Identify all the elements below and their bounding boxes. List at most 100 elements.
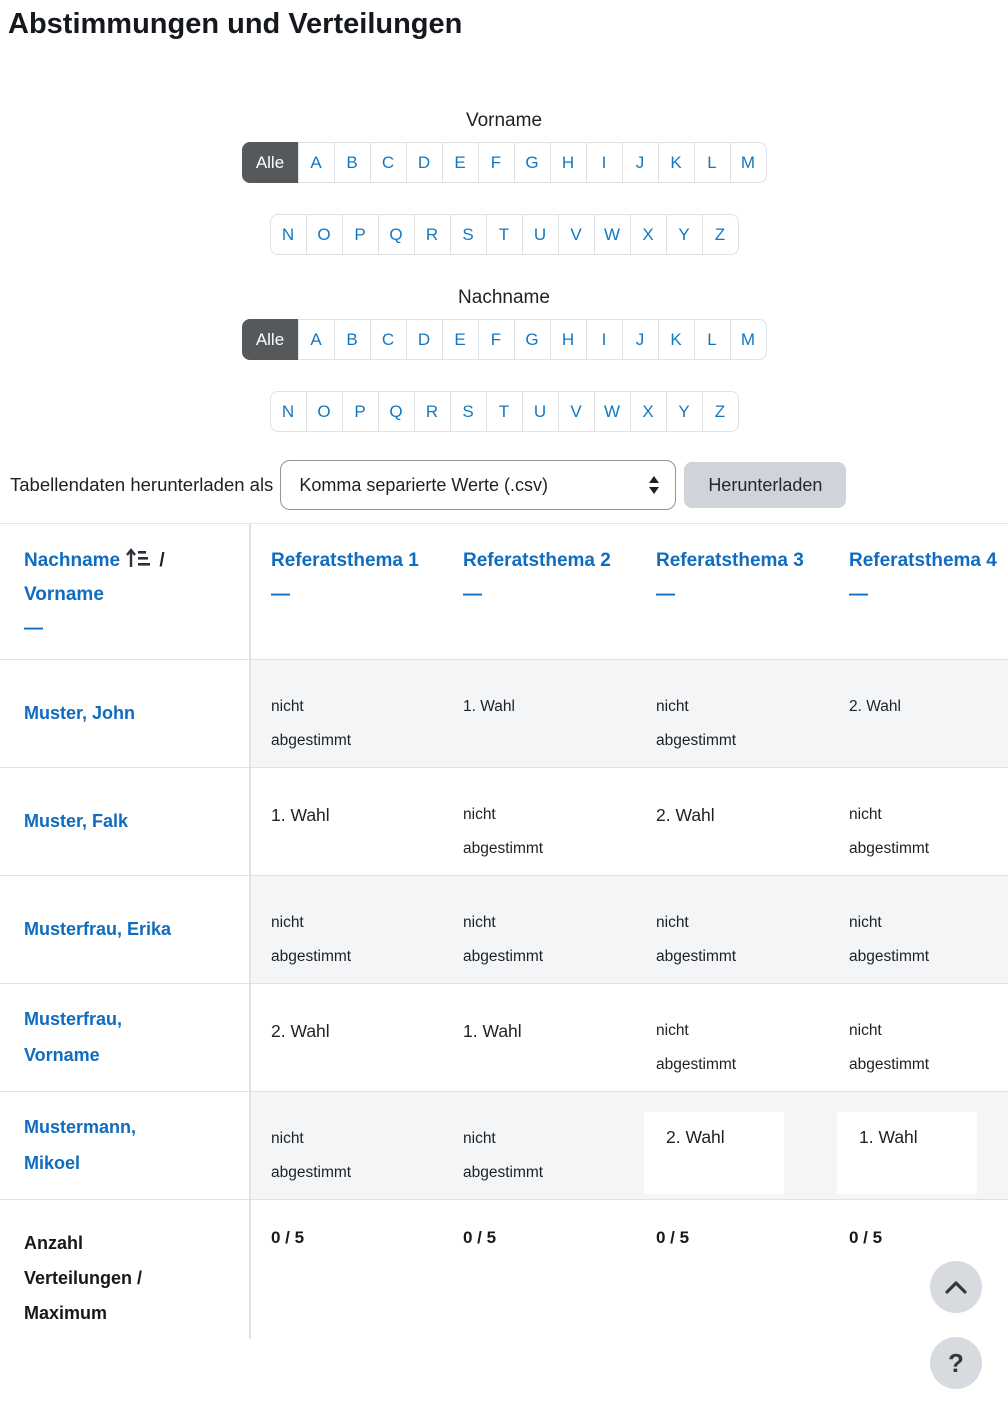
- firstname-filter-letter-z[interactable]: Z: [701, 214, 739, 255]
- firstname-filter-letter-w[interactable]: W: [593, 214, 631, 255]
- firstname-filter-letter-s[interactable]: S: [449, 214, 487, 255]
- table-row: Muster, Falk 1. Wahl nicht abgestimmt 2. Wa…: [0, 766, 1008, 875]
- firstname-filter-letter-g[interactable]: G: [513, 142, 551, 183]
- sort-by-lastname-link[interactable]: Nachname: [24, 550, 121, 571]
- firstname-filter-letter-y[interactable]: Y: [665, 214, 703, 255]
- firstname-filter-letter-n[interactable]: N: [269, 214, 307, 255]
- firstname-filter-letter-t[interactable]: T: [485, 214, 523, 255]
- lastname-filter-letter-a[interactable]: A: [297, 319, 335, 360]
- hide-column-control[interactable]: —: [656, 584, 675, 605]
- lastname-filter-all[interactable]: Alle: [241, 319, 299, 360]
- hide-column-control[interactable]: —: [271, 584, 290, 605]
- student-profile-link[interactable]: Musterfrau, Vorname: [24, 1009, 123, 1065]
- rating-value: 1. Wahl: [463, 697, 515, 715]
- lastname-filter-letter-y[interactable]: Y: [665, 391, 703, 432]
- rating-cell: 1. Wahl: [443, 658, 636, 767]
- lastname-filter-letter-c[interactable]: C: [369, 319, 407, 360]
- lastname-filter-letter-x[interactable]: X: [629, 391, 667, 432]
- lastname-filter-letter-k[interactable]: K: [657, 319, 695, 360]
- student-name-cell: Musterfrau, Vorname: [0, 982, 251, 1091]
- hide-column-control[interactable]: —: [463, 584, 482, 605]
- lastname-filter-letter-o[interactable]: O: [305, 391, 343, 432]
- student-profile-link[interactable]: Muster, John: [24, 703, 136, 723]
- firstname-filter-letter-m[interactable]: M: [729, 142, 767, 183]
- rating-cell: 1. Wahl: [250, 766, 443, 875]
- totals-label-cell: Anzahl Verteilungen / Maximum: [0, 1198, 251, 1339]
- lastname-filter-letter-j[interactable]: J: [621, 319, 659, 360]
- rating-cell: 2. Wahl: [829, 658, 1008, 767]
- lastname-filter-letter-t[interactable]: T: [485, 391, 523, 432]
- rating-value: 2. Wahl: [666, 1126, 725, 1147]
- topic-1-link[interactable]: Referatsthema 1: [271, 550, 419, 571]
- firstname-filter-letter-v[interactable]: V: [557, 214, 595, 255]
- firstname-filter-letter-d[interactable]: D: [405, 142, 443, 183]
- topic-2-link[interactable]: Referatsthema 2: [463, 550, 611, 571]
- rating-value: nicht abgestimmt: [463, 805, 544, 857]
- firstname-filter-letter-j[interactable]: J: [621, 142, 659, 183]
- lastname-filter-letter-n[interactable]: N: [269, 391, 307, 432]
- rating-value: nicht abgestimmt: [271, 913, 352, 965]
- firstname-filter-letter-h[interactable]: H: [549, 142, 587, 183]
- lastname-filter-letter-m[interactable]: M: [729, 319, 767, 360]
- header-topic-2: Referatsthema 2 —: [443, 524, 636, 659]
- firstname-filter-letter-i[interactable]: I: [585, 142, 623, 183]
- rating-cell: 2. Wahl: [250, 982, 443, 1091]
- firstname-filter-letter-e[interactable]: E: [441, 142, 479, 183]
- rating-cell: 2. Wahl: [636, 766, 829, 875]
- download-format-select[interactable]: Komma separierte Werte (.csv): [280, 460, 677, 510]
- lastname-filter-letter-q[interactable]: Q: [377, 391, 415, 432]
- firstname-filter-all[interactable]: Alle: [241, 142, 299, 183]
- rating-value: nicht abgestimmt: [271, 1129, 352, 1181]
- student-profile-link[interactable]: Mustermann, Mikoel: [24, 1117, 137, 1173]
- help-button[interactable]: ?: [930, 1337, 982, 1389]
- rating-cell: 1. Wahl: [829, 1090, 1008, 1199]
- lastname-filter-letter-r[interactable]: R: [413, 391, 451, 432]
- ratings-table: Nachname / Vorname — Referatsthema 1: [0, 523, 1008, 1339]
- topic-4-link[interactable]: Referatsthema 4: [849, 550, 997, 571]
- firstname-filter-letter-f[interactable]: F: [477, 142, 515, 183]
- lastname-filter-letter-f[interactable]: F: [477, 319, 515, 360]
- firstname-filter-letter-l[interactable]: L: [693, 142, 731, 183]
- lastname-filter-letter-g[interactable]: G: [513, 319, 551, 360]
- table-header-row: Nachname / Vorname — Referatsthema 1: [0, 524, 1008, 659]
- download-button[interactable]: Herunterladen: [684, 462, 847, 508]
- lastname-filter-letter-d[interactable]: D: [405, 319, 443, 360]
- student-profile-link[interactable]: Musterfrau, Erika: [24, 919, 172, 939]
- firstname-filter-letter-a[interactable]: A: [297, 142, 335, 183]
- rating-cell: nicht abgestimmt: [443, 766, 636, 875]
- firstname-filter-letter-k[interactable]: K: [657, 142, 695, 183]
- lastname-filter-letter-h[interactable]: H: [549, 319, 587, 360]
- rating-value: 1. Wahl: [271, 804, 330, 825]
- firstname-filter-letter-x[interactable]: X: [629, 214, 667, 255]
- rating-value: nicht abgestimmt: [849, 1021, 930, 1073]
- lastname-filter-letter-i[interactable]: I: [585, 319, 623, 360]
- firstname-filter-letter-o[interactable]: O: [305, 214, 343, 255]
- lastname-filter-letter-b[interactable]: B: [333, 319, 371, 360]
- firstname-filter-letter-r[interactable]: R: [413, 214, 451, 255]
- rating-value: 1. Wahl: [859, 1126, 918, 1147]
- lastname-filter-letter-e[interactable]: E: [441, 319, 479, 360]
- firstname-filter-letter-q[interactable]: Q: [377, 214, 415, 255]
- sort-by-firstname-link[interactable]: Vorname: [24, 584, 104, 605]
- rating-cell: nicht abgestimmt: [636, 874, 829, 983]
- lastname-filter-letter-l[interactable]: L: [693, 319, 731, 360]
- firstname-filter-letter-c[interactable]: C: [369, 142, 407, 183]
- lastname-filter-letter-s[interactable]: S: [449, 391, 487, 432]
- topic-3-link[interactable]: Referatsthema 3: [656, 550, 804, 571]
- firstname-filter-letter-p[interactable]: P: [341, 214, 379, 255]
- firstname-filter-letter-b[interactable]: B: [333, 142, 371, 183]
- hide-column-control[interactable]: —: [849, 584, 868, 605]
- rating-cell: 2. Wahl: [636, 1090, 829, 1199]
- download-format-selected-option: Komma separierte Werte (.csv): [299, 474, 549, 495]
- lastname-filter-letter-z[interactable]: Z: [701, 391, 739, 432]
- lastname-filter-letter-v[interactable]: V: [557, 391, 595, 432]
- student-profile-link[interactable]: Muster, Falk: [24, 811, 129, 831]
- lastname-filter-letter-u[interactable]: U: [521, 391, 559, 432]
- hide-column-control[interactable]: —: [24, 618, 43, 639]
- lastname-filter-letter-w[interactable]: W: [593, 391, 631, 432]
- lastname-filter-letter-p[interactable]: P: [341, 391, 379, 432]
- scroll-to-top-button[interactable]: [930, 1261, 982, 1313]
- firstname-filter-letter-u[interactable]: U: [521, 214, 559, 255]
